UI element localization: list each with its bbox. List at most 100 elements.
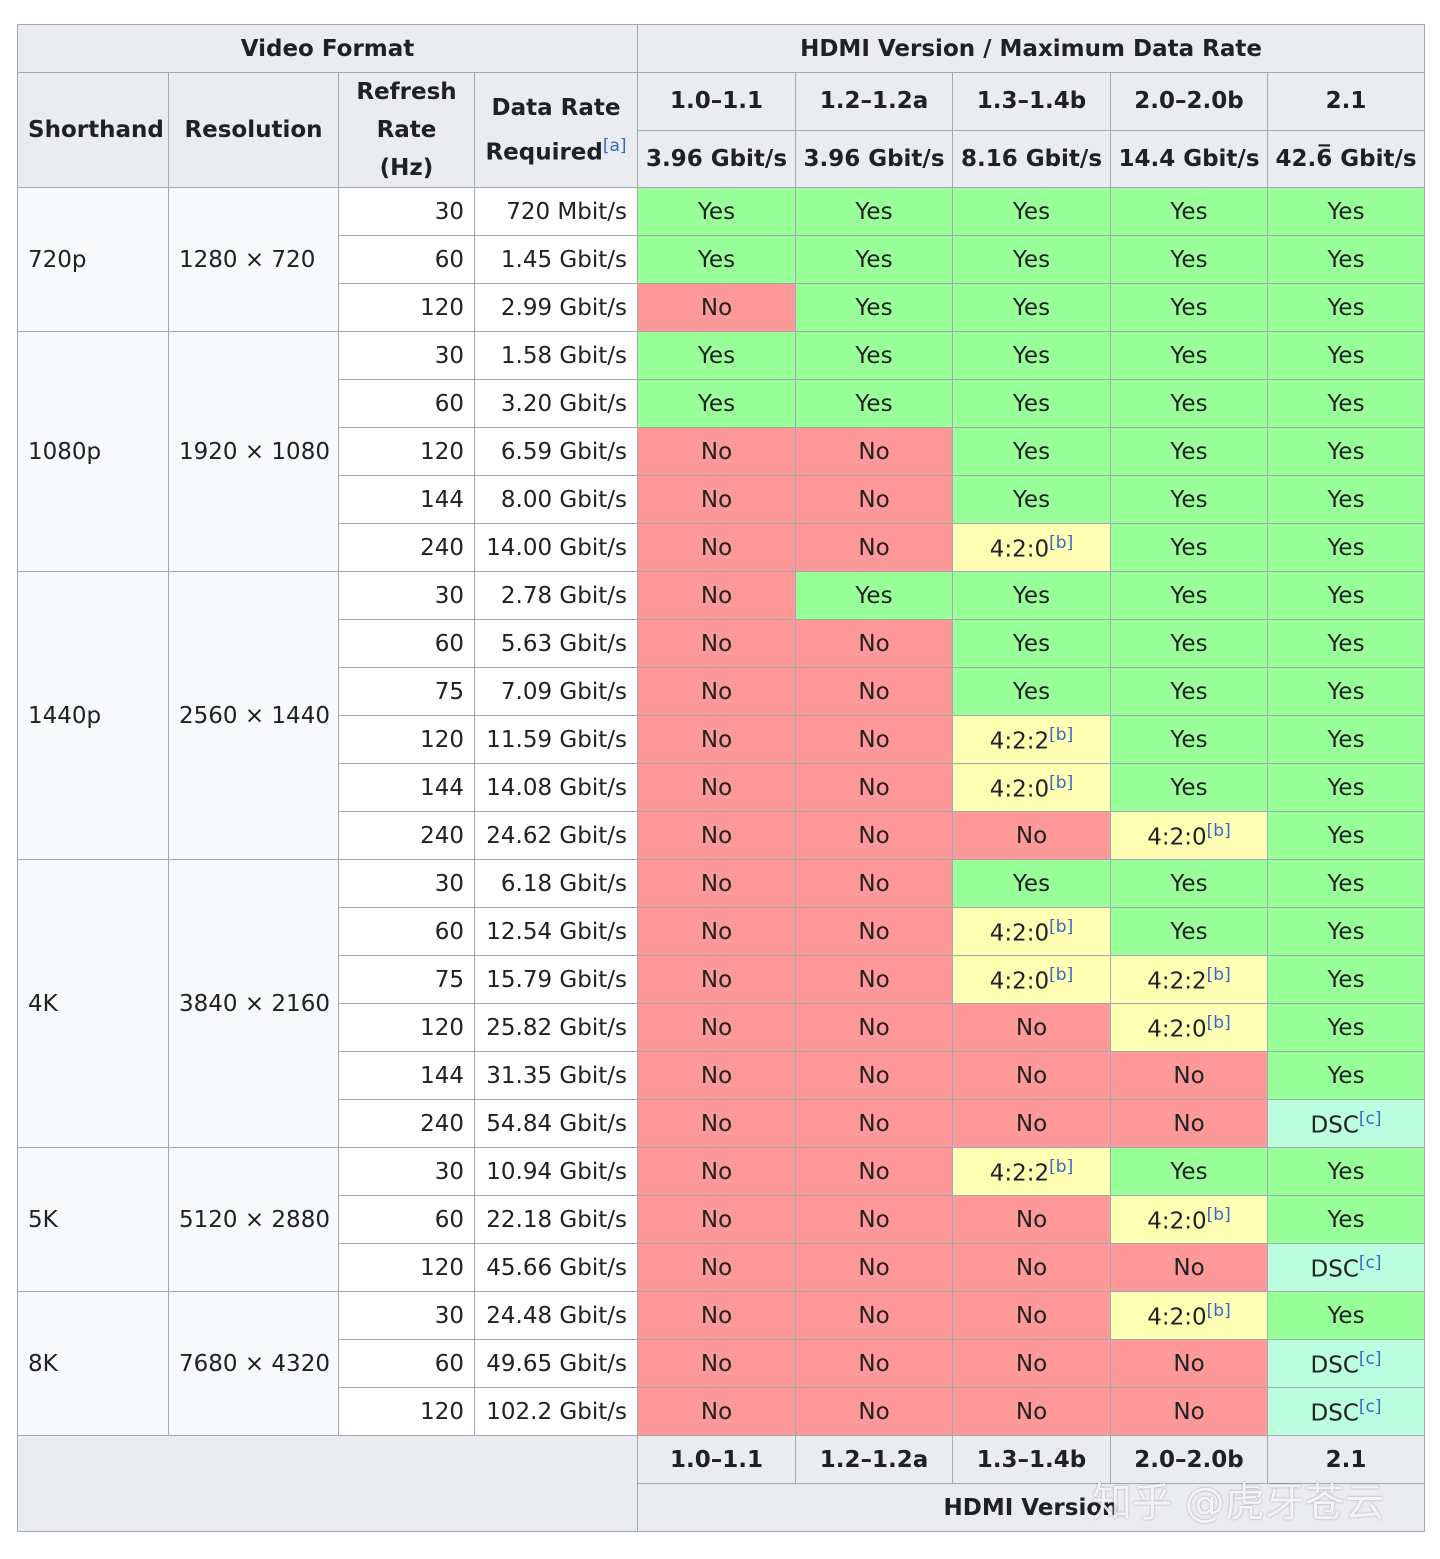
support-cell: No xyxy=(795,1339,953,1388)
data-row: 120 102.2 Gbit/s No No No No DSC[c] xyxy=(18,1387,1426,1436)
support-cell: No xyxy=(952,1339,1111,1388)
support-cell: 4:2:0[b] xyxy=(1110,1195,1268,1244)
rate-cell: 11.59 Gbit/s xyxy=(474,715,638,764)
support-cell: Yes xyxy=(795,235,953,284)
support-cell: Yes xyxy=(952,667,1111,716)
support-cell: No xyxy=(637,1291,796,1340)
support-cell: Yes xyxy=(1110,859,1268,908)
refresh-cell: 120 xyxy=(338,1243,475,1292)
support-cell-text: 4:2:0 xyxy=(989,536,1050,563)
rate-cell: 2.78 Gbit/s xyxy=(474,571,638,620)
footer-row: HDMI Version xyxy=(18,1483,1426,1532)
support-cell: No xyxy=(1110,1243,1268,1292)
data-row: 120 45.66 Gbit/s No No No No DSC[c] xyxy=(18,1243,1426,1292)
data-row: 240 14.00 Gbit/s No No 4:2:0[b] Yes Yes xyxy=(18,523,1426,572)
footer-label: HDMI Version xyxy=(636,1483,1426,1532)
shorthand-cell: 1440p xyxy=(17,571,169,860)
support-cell: No xyxy=(795,1003,953,1052)
rate-cell: 7.09 Gbit/s xyxy=(474,667,638,716)
support-cell-text: DSC xyxy=(1310,1256,1359,1283)
version-cell: 2.0–2.0b xyxy=(1110,72,1268,131)
support-cell: DSC[c] xyxy=(1266,1387,1426,1436)
footnote: [c] xyxy=(1358,1108,1382,1129)
support-cell: DSC[c] xyxy=(1266,1099,1426,1148)
watermark: 知乎 @虎牙苍云 xyxy=(1092,1480,1385,1526)
support-cell: No xyxy=(637,1243,796,1292)
support-cell: Yes xyxy=(1110,379,1268,428)
footnote: [b] xyxy=(1206,1300,1231,1321)
resolution-cell: 3840 × 2160 xyxy=(168,859,339,1148)
refresh-cell: 30 xyxy=(338,331,475,380)
rate-cell: 24.62 Gbit/s xyxy=(474,811,638,860)
support-cell: Yes xyxy=(952,331,1111,380)
support-cell: Yes xyxy=(952,859,1111,908)
support-cell: No xyxy=(795,1051,953,1100)
footnote: [b] xyxy=(1206,964,1231,985)
support-cell: Yes xyxy=(1266,187,1426,236)
support-cell: Yes xyxy=(1110,427,1268,476)
support-cell: Yes xyxy=(1110,523,1268,572)
support-cell: Yes xyxy=(795,283,953,332)
refresh-cell: 30 xyxy=(338,571,475,620)
version-cell: 1.3–1.4b xyxy=(952,1435,1111,1484)
support-cell: No xyxy=(795,763,953,812)
support-cell: Yes xyxy=(795,331,953,380)
support-cell: No xyxy=(952,1387,1111,1436)
header-cell: Shorthand xyxy=(17,72,169,188)
support-cell: Yes xyxy=(1110,283,1268,332)
data-row: 60 22.18 Gbit/s No No No 4:2:0[b] Yes xyxy=(18,1195,1426,1244)
support-cell: 4:2:0[b] xyxy=(1110,811,1268,860)
header-row: Shorthand Resolution Refresh Rate (Hz) Data… xyxy=(17,72,1426,188)
refresh-cell: 144 xyxy=(338,475,475,524)
footnote: [b] xyxy=(1049,1156,1074,1177)
footnote: [b] xyxy=(1206,1204,1231,1225)
support-cell: No xyxy=(795,1291,953,1340)
support-cell: 4:2:0[b] xyxy=(1110,1291,1268,1340)
support-cell: No xyxy=(637,955,796,1004)
version-cell: 2.0–2.0b xyxy=(1110,1435,1268,1484)
footnote: [b] xyxy=(1049,916,1074,937)
version-cell: 2.1 xyxy=(1266,1435,1426,1484)
data-row: 1440p 2560 × 1440 30 2.78 Gbit/s No Yes Yes Yes… xyxy=(17,571,1426,860)
support-cell: Yes xyxy=(795,187,953,236)
support-cell: Yes xyxy=(1266,235,1426,284)
support-cell-text: DSC xyxy=(1310,1352,1359,1379)
resolution-cell: 1280 × 720 xyxy=(168,187,339,332)
support-cell: Yes xyxy=(952,379,1111,428)
support-cell: Yes xyxy=(1266,1147,1426,1196)
refresh-cell: 120 xyxy=(338,1387,475,1436)
support-cell: No xyxy=(795,1099,953,1148)
version-cell: 1.2–1.2a xyxy=(795,1435,953,1484)
header-cell-text: Data Rate Required xyxy=(485,94,621,166)
support-cell: No xyxy=(952,811,1111,860)
support-cell: Yes xyxy=(1110,1147,1268,1196)
support-cell: No xyxy=(637,1051,796,1100)
support-cell: No xyxy=(637,667,796,716)
support-cell-text: 4:2:0 xyxy=(989,920,1050,947)
support-cell-text: 4:2:0 xyxy=(989,968,1050,995)
support-cell: Yes xyxy=(1110,187,1268,236)
rate-cell: 49.65 Gbit/s xyxy=(474,1339,638,1388)
support-cell: No xyxy=(637,571,796,620)
support-cell: Yes xyxy=(1266,763,1426,812)
support-cell: No xyxy=(637,907,796,956)
support-cell: Yes xyxy=(795,379,953,428)
header-cell: Video Format xyxy=(17,24,638,73)
support-cell-text: 4:2:0 xyxy=(1147,824,1207,851)
rate-cell: 10.94 Gbit/s xyxy=(474,1147,638,1196)
support-cell: Yes xyxy=(795,571,953,620)
refresh-cell: 60 xyxy=(338,907,475,956)
support-cell-text: 4:2:0 xyxy=(1147,1016,1207,1043)
support-cell: No xyxy=(795,907,953,956)
refresh-cell: 75 xyxy=(338,955,475,1004)
support-cell: Yes xyxy=(1110,475,1268,524)
support-cell: Yes xyxy=(952,283,1111,332)
support-cell: Yes xyxy=(1110,331,1268,380)
version-cell: 1.2–1.2a xyxy=(795,72,953,131)
footnote: [c] xyxy=(1358,1396,1382,1417)
resolution-cell: 5120 × 2880 xyxy=(168,1147,339,1292)
data-row: 720p 1280 × 720 30 720 Mbit/s Yes Yes Yes Yes Ye… xyxy=(17,187,1426,332)
rate-cell: 14.4 Gbit/s xyxy=(1110,129,1268,188)
support-cell: No xyxy=(637,475,796,524)
rate-cell: 3.20 Gbit/s xyxy=(474,379,638,428)
